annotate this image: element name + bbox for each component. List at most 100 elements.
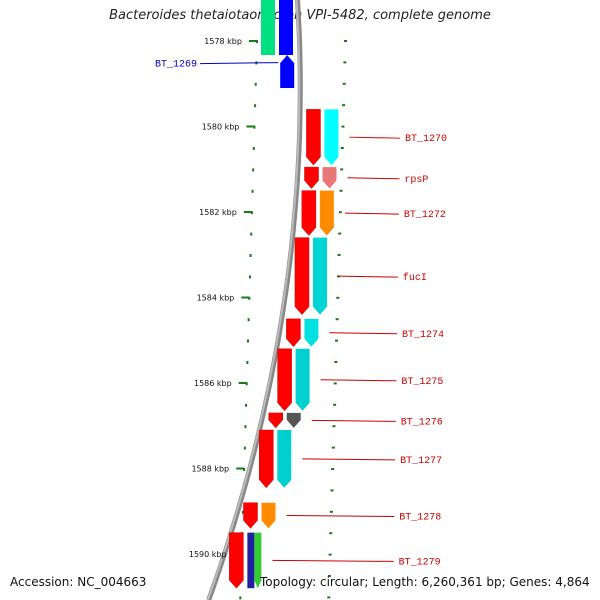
gene-arrow[interactable] xyxy=(280,55,295,89)
gene-bt_1277[interactable] xyxy=(259,429,292,489)
label-leader xyxy=(302,458,396,461)
minor-tick-left xyxy=(244,425,247,429)
position-labels: 1578 kbp 1580 kbp 1582 kbp 1584 kbp 1586 kbp… xyxy=(189,37,242,559)
position-label: 1586 kbp xyxy=(194,379,232,388)
gene-arrow[interactable] xyxy=(268,412,283,429)
label-leader xyxy=(337,275,398,278)
gene-label[interactable]: BT_1276 xyxy=(401,417,443,428)
genome-backbone xyxy=(206,0,303,600)
position-label: 1584 kbp xyxy=(197,294,235,303)
gene-fuci[interactable] xyxy=(294,237,327,315)
minor-tick-right xyxy=(327,575,331,577)
gene-features[interactable] xyxy=(229,0,339,589)
gene-arrow[interactable] xyxy=(304,166,319,189)
minor-tick-left xyxy=(248,275,251,279)
gene-arrow[interactable] xyxy=(243,502,258,529)
gene-label[interactable]: BT_1269 xyxy=(155,60,197,71)
minor-tick-right xyxy=(340,168,344,171)
gene-rpsp[interactable] xyxy=(304,166,337,189)
gene-arrow[interactable] xyxy=(277,348,292,412)
cog-bar xyxy=(322,167,337,189)
gene-bt_1270[interactable] xyxy=(306,109,339,166)
cog-bar xyxy=(319,190,334,236)
minor-tick-right xyxy=(329,532,333,535)
gene-bt_1269[interactable] xyxy=(280,55,295,89)
minor-tick-right xyxy=(329,510,333,513)
minor-tick-right xyxy=(340,147,344,149)
minor-tick-right xyxy=(332,425,336,428)
minor-tick-left xyxy=(248,296,251,300)
minor-tick-left xyxy=(247,318,250,322)
minor-tick-right xyxy=(342,82,346,85)
cog-bar xyxy=(295,348,310,411)
position-label: 1578 kbp xyxy=(204,37,242,46)
gene-label[interactable]: BT_1270 xyxy=(405,134,447,145)
gene-arrow[interactable] xyxy=(294,237,310,315)
minor-tick-right xyxy=(341,125,345,128)
accession-label: Accession: NC_004663 xyxy=(10,575,147,589)
gene-bt_1274[interactable] xyxy=(286,318,319,348)
position-label: 1580 kbp xyxy=(202,123,240,132)
minor-tick-left xyxy=(241,510,244,514)
minor-tick-left xyxy=(249,254,252,257)
minor-tick-right xyxy=(335,339,339,342)
minor-tick-right xyxy=(339,189,343,192)
label-leader xyxy=(344,212,399,215)
minor-tick-right xyxy=(330,489,334,492)
minor-tick-left xyxy=(250,232,253,236)
label-leader xyxy=(272,559,394,562)
gene-label[interactable]: BT_1272 xyxy=(404,210,446,221)
cog-bar-2 xyxy=(254,532,262,589)
gene-labels[interactable]: BT_1269 BT_1270 rpsP BT_1272 fucI BT_1274 BT_1… xyxy=(155,60,447,569)
gene-label[interactable]: rpsP xyxy=(404,175,428,186)
position-label: 1588 kbp xyxy=(191,465,229,474)
gene-arrow[interactable] xyxy=(259,429,274,489)
gene-arrow[interactable] xyxy=(286,318,301,348)
gene-label[interactable]: BT_1277 xyxy=(400,456,442,467)
gene-label[interactable]: BT_1279 xyxy=(399,557,441,568)
cog-bar xyxy=(312,237,327,315)
minor-tick-left xyxy=(245,403,248,407)
gene-label[interactable]: BT_1274 xyxy=(402,330,444,341)
gene-bt_1278[interactable] xyxy=(243,502,276,529)
minor-tick-right xyxy=(331,446,335,449)
minor-tick-left xyxy=(245,382,248,386)
minor-tick-right xyxy=(335,318,339,321)
backbone-highlight xyxy=(206,0,301,600)
minor-tick-left xyxy=(251,189,254,193)
cog-bar xyxy=(261,502,276,529)
label-leader xyxy=(329,332,398,335)
minor-tick-left xyxy=(252,147,255,150)
gene-label[interactable]: BT_1278 xyxy=(399,513,441,524)
gene-bt_1272[interactable] xyxy=(301,190,334,236)
minor-tick-right xyxy=(331,468,335,470)
partial-gene-forward[interactable] xyxy=(261,0,275,55)
minor-tick-right xyxy=(327,596,331,599)
gene-bt_1279[interactable] xyxy=(229,532,262,589)
gene-bt_1276[interactable] xyxy=(268,412,301,429)
partial-gene-reverse[interactable] xyxy=(279,0,293,55)
minor-tick-left xyxy=(253,125,256,129)
label-leader xyxy=(320,379,397,382)
label-leader xyxy=(199,62,279,65)
minor-tick-left xyxy=(250,211,253,215)
gene-bt_1275[interactable] xyxy=(277,348,310,412)
gene-arrow[interactable] xyxy=(306,109,321,166)
gene-label[interactable]: fucI xyxy=(403,272,427,284)
position-label: 1582 kbp xyxy=(199,208,237,217)
gene-arrow[interactable] xyxy=(229,532,244,589)
minor-tick-right xyxy=(344,40,347,42)
gene-label[interactable]: BT_1275 xyxy=(401,377,443,388)
minor-tick-left xyxy=(252,168,255,172)
minor-tick-left xyxy=(254,82,257,86)
genome-summary: Topology: circular; Length: 6,260,361 bp… xyxy=(260,575,590,589)
minor-tick-right xyxy=(342,104,346,107)
gene-arrow[interactable] xyxy=(301,190,317,236)
cog-bar xyxy=(286,412,301,428)
minor-tick-right xyxy=(333,403,337,406)
minor-tick-right xyxy=(338,232,342,235)
minor-tick-right xyxy=(343,61,347,64)
cog-bar xyxy=(247,532,255,589)
minor-tick-right xyxy=(336,296,340,299)
